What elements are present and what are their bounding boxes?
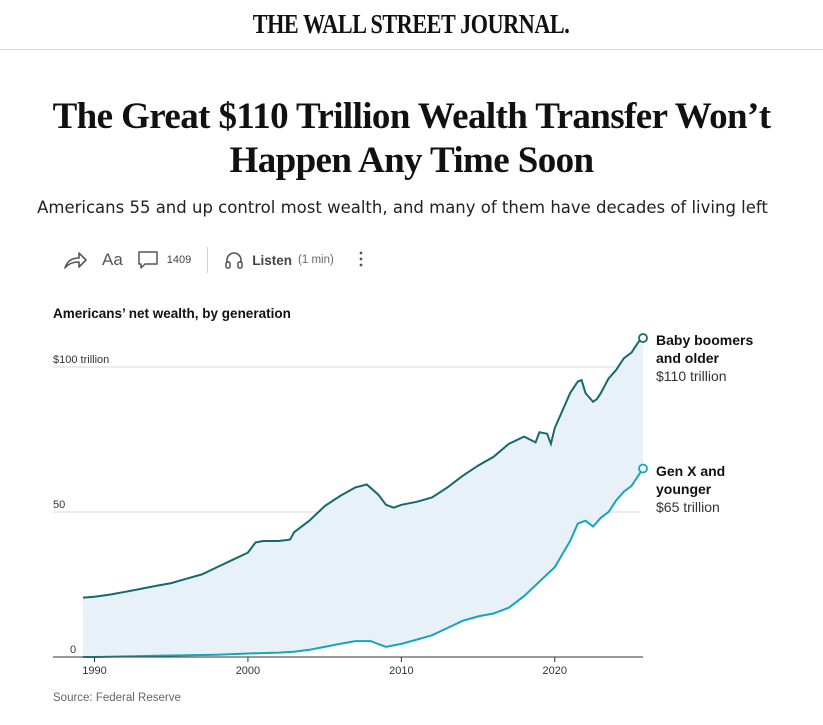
chart-source: Source: Federal Reserve — [53, 692, 181, 704]
y-tick-label: 50 — [53, 499, 65, 511]
gap-fill-area — [83, 338, 643, 657]
boomers-label-line2: and older — [656, 350, 720, 366]
boomers-label-line1: Baby boomers — [656, 332, 753, 348]
genx-label-line2: younger — [656, 481, 712, 497]
article-headline: The Great $110 Trillion Wealth Transfer … — [52, 96, 771, 181]
listen-button[interactable]: Listen (1 min) — [224, 250, 334, 270]
y-tick-label: 0 — [70, 644, 76, 656]
text-size-button[interactable]: Aa — [102, 250, 123, 270]
share-arrow-icon — [64, 252, 87, 269]
series-line-boomers — [82, 337, 644, 599]
listen-label: Listen — [252, 252, 293, 268]
share-button[interactable] — [62, 249, 88, 271]
series-line-genx — [83, 467, 644, 658]
headphones-icon — [225, 252, 244, 269]
y-tick-label: $100 trillion — [53, 354, 109, 366]
wsj-logo[interactable]: THE WALL STREET JOURNAL. — [253, 9, 570, 39]
listen-duration: (1 min) — [298, 254, 334, 266]
chart-title: Americans’ net wealth, by generation — [53, 306, 291, 321]
text-size-label: Aa — [102, 250, 123, 269]
more-vertical-icon — [359, 251, 363, 266]
wealth-chart: 0 50 $100 trillion 1990 2000 2010 2020 Baby b… — [53, 332, 753, 677]
series-endpoint-boomers — [638, 333, 648, 343]
article-toolbar: Aa 1409 Listen (1 min) — [62, 244, 364, 276]
genx-value-label: $65 trillion — [656, 499, 720, 515]
comment-bubble-icon — [138, 251, 158, 269]
boomers-value-label: $110 trillion — [656, 368, 727, 384]
series-endpoint-genx — [638, 463, 648, 474]
more-options-button[interactable] — [358, 250, 364, 271]
article-dek: Americans 55 and up control most wealth,… — [37, 198, 768, 217]
x-tick-label: 1990 — [82, 665, 106, 677]
x-tick-label: 2010 — [389, 665, 413, 677]
comments-button[interactable]: 1409 — [137, 249, 191, 271]
x-axis-ticks: 1990 2000 2010 2020 — [82, 657, 567, 677]
genx-label-line1: Gen X and — [656, 463, 725, 479]
comment-count: 1409 — [166, 254, 192, 266]
x-tick-label: 2020 — [543, 665, 567, 677]
x-tick-label: 2000 — [236, 665, 260, 677]
toolbar-divider — [207, 247, 209, 273]
masthead: THE WALL STREET JOURNAL. — [0, 0, 823, 50]
